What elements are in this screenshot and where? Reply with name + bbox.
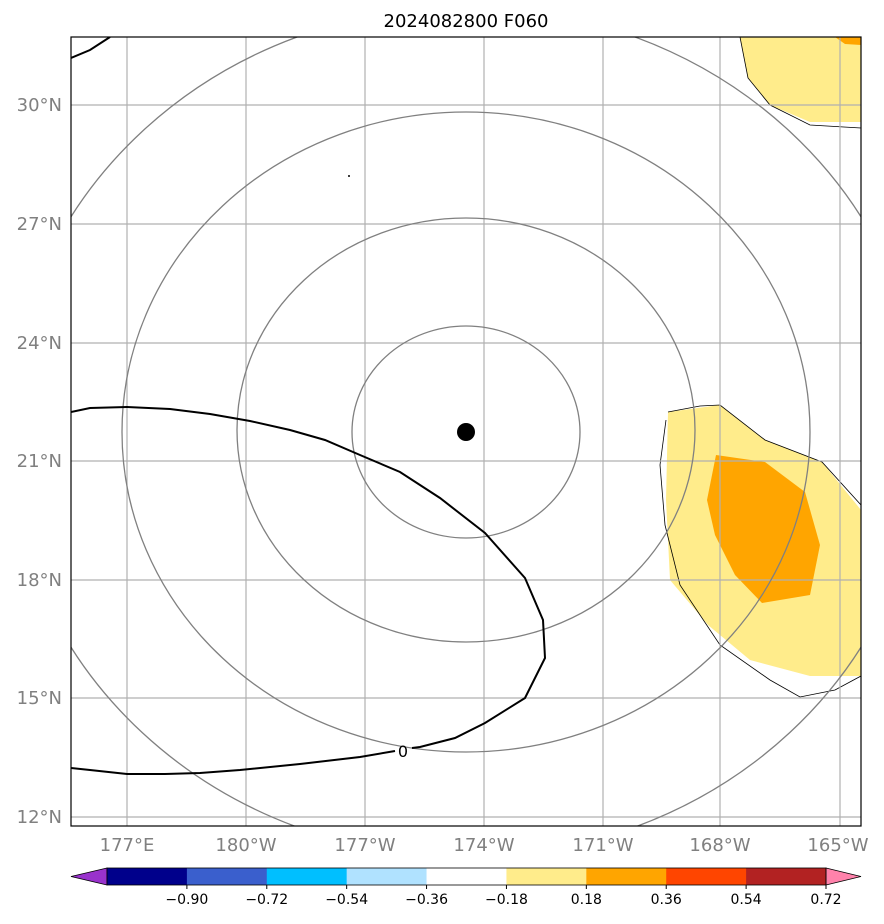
colorbar-tick-label: 0.18 [571, 892, 602, 908]
graticule [71, 37, 861, 826]
lon-label: 180°W [215, 835, 276, 856]
contour-ring-3 [121, 111, 811, 753]
colorbar-tick-label: −0.18 [485, 892, 528, 908]
colorbar-tick-label: −0.36 [405, 892, 448, 908]
lat-label: 15°N [17, 688, 62, 709]
lon-label: 177°E [100, 835, 155, 856]
colorbar-tick-label: −0.90 [165, 892, 208, 908]
lon-label: 168°W [689, 835, 750, 856]
positive-field-northeast [740, 37, 861, 122]
lon-label: 177°W [334, 835, 395, 856]
lat-label: 18°N [17, 570, 62, 591]
orange-field-northeast [835, 37, 861, 45]
colorbar-segment [506, 868, 587, 885]
latitude-labels: 30°N 27°N 24°N 21°N 18°N 15°N 12°N [17, 95, 62, 828]
colorbar-frame [106, 867, 827, 886]
colorbar-extend-low [70, 867, 108, 886]
colorbar-segment [666, 868, 747, 885]
lat-label: 30°N [17, 95, 62, 116]
zero-contour-line-north [71, 37, 111, 59]
center-marker [457, 423, 475, 441]
zero-contour-label: 0 [398, 742, 408, 761]
map-content: 0 [71, 37, 861, 826]
lat-label: 27°N [17, 214, 62, 235]
colorbar-tick-label: 0.72 [810, 892, 841, 908]
map-title: 2024082800 F060 [384, 11, 549, 32]
contour-ring-1 [351, 325, 581, 539]
small-dot-marker [348, 175, 350, 177]
zero-contour-line [71, 405, 547, 775]
colorbar-segment [266, 868, 348, 885]
colorbar-segment [186, 868, 268, 885]
lon-label: 171°W [572, 835, 633, 856]
colorbar-tick-label: −0.72 [245, 892, 288, 908]
concentric-contours [71, 37, 861, 826]
longitude-labels: 177°E 180°W 177°W 174°W 171°W 168°W 165°… [100, 835, 869, 856]
colorbar: −0.90 −0.72 −0.54 −0.36 −0.18 0.18 0.36 0.54 0.7… [70, 867, 862, 908]
colorbar-extend-high [825, 867, 862, 886]
lon-label: 174°W [453, 835, 514, 856]
orange-field-east [707, 455, 820, 603]
colorbar-segment [586, 868, 667, 885]
colorbar-segment [346, 868, 428, 885]
colorbar-segment [426, 868, 507, 885]
colorbar-segment [746, 868, 827, 885]
contour-ring-2 [236, 217, 696, 643]
lat-label: 21°N [17, 451, 62, 472]
lon-label: 165°W [807, 835, 868, 856]
lat-label: 24°N [17, 333, 62, 354]
colorbar-tick-label: −0.54 [325, 892, 368, 908]
colorbar-segment [107, 868, 188, 885]
colorbar-tick-label: 0.54 [731, 892, 762, 908]
colorbar-tick-label: 0.36 [651, 892, 682, 908]
map-frame [70, 36, 862, 827]
lat-label: 12°N [17, 807, 62, 828]
